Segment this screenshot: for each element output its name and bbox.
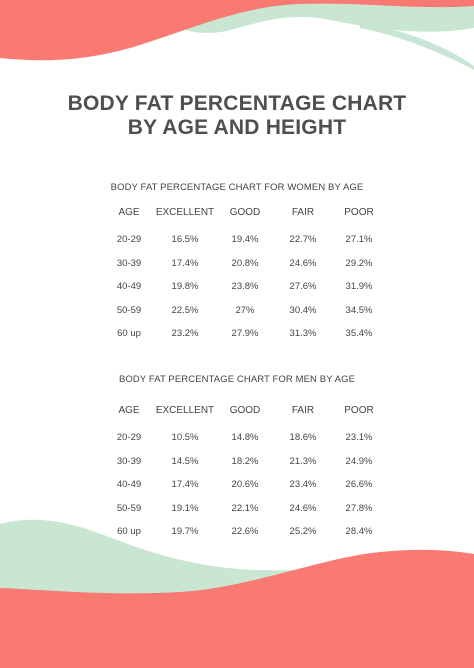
table-cell: 23.4% <box>289 479 317 490</box>
table-cell: 30-39 <box>116 257 142 269</box>
bottom-coral-wave <box>0 549 474 668</box>
column-header: GOOD <box>229 405 261 416</box>
table-cell: 17.4% <box>171 257 199 269</box>
table-cell: 24.9% <box>345 455 373 467</box>
table-cell: 27.1% <box>345 234 373 245</box>
table-cell: 27.6% <box>289 281 317 292</box>
men-section-heading: BODY FAT PERCENTAGE CHART FOR MEN BY AGE <box>118 374 356 385</box>
table-cell: 22.7% <box>289 234 317 245</box>
table-cell: 27.8% <box>345 502 373 514</box>
table-cell: 40-49 <box>116 479 142 490</box>
table-cell: 20-29 <box>116 432 142 443</box>
table-cell: 60 up <box>117 526 141 537</box>
bottom-wave-decoration <box>0 519 474 668</box>
table-row: 50-59 19.1% 22.1% 24.6% 27.8% <box>106 497 384 521</box>
table-cell: 24.6% <box>289 257 317 269</box>
women-section: BODY FAT PERCENTAGE CHART FOR WOMEN BY A… <box>0 181 474 339</box>
table-cell: 40-49 <box>116 281 142 292</box>
table-row: 20-29 10.5% 14.8% 18.6% 23.1% <box>106 426 384 450</box>
table-row: 60 up 19.7% 22.6% 25.2% 28.4% <box>106 520 384 544</box>
table-cell: 24.6% <box>289 502 317 514</box>
table-cell: 26.6% <box>345 479 373 490</box>
top-mint-tail <box>360 22 474 70</box>
table-cell: 10.5% <box>171 432 199 443</box>
table-cell: 23.1% <box>345 432 373 443</box>
table-cell: 19.1% <box>171 502 199 514</box>
top-coral-wave <box>0 0 474 61</box>
table-cell: 34.5% <box>345 304 373 316</box>
table-cell: 19.8% <box>171 281 199 292</box>
column-header: EXCELLENT <box>155 207 215 218</box>
title-line-1: BODY FAT PERCENTAGE CHART <box>67 92 407 115</box>
women-section-heading: BODY FAT PERCENTAGE CHART FOR WOMEN BY A… <box>110 182 364 193</box>
table-cell: 22.1% <box>231 502 259 514</box>
table-cell: 18.6% <box>289 432 317 443</box>
column-header: AGE <box>118 207 140 218</box>
table-cell: 31.9% <box>345 281 373 292</box>
table-cell: 23.8% <box>231 281 259 292</box>
table-row: 30-39 14.5% 18.2% 21.3% 24.9% <box>106 450 384 474</box>
table-cell: 21.3% <box>289 455 317 467</box>
table-cell: 22.5% <box>171 304 199 316</box>
table-cell: 20.8% <box>231 257 259 269</box>
table-row: 40-49 17.4% 20.6% 23.4% 26.6% <box>106 473 384 497</box>
column-header: EXCELLENT <box>155 405 215 416</box>
table-cell: 25.2% <box>289 526 317 537</box>
table-cell: 18.2% <box>231 455 259 467</box>
column-header: FAIR <box>291 405 315 416</box>
table-cell: 20-29 <box>116 234 142 245</box>
table-cell: 30-39 <box>116 455 142 467</box>
top-wave-decoration <box>0 0 474 70</box>
table-cell: 14.5% <box>171 455 199 467</box>
table-row: 20-29 16.5% 19.4% 22.7% 27.1% <box>106 228 384 252</box>
column-header: POOR <box>344 405 374 416</box>
table-cell: 17.4% <box>171 479 199 490</box>
column-header: AGE <box>118 405 140 416</box>
table-row: 40-49 19.8% 23.8% 27.6% 31.9% <box>106 275 384 299</box>
table-cell: 22.6% <box>231 526 259 537</box>
table-cell: 50-59 <box>116 502 142 514</box>
table-row: 30-39 17.4% 20.8% 24.6% 29.2% <box>106 252 384 276</box>
page-title: BODY FAT PERCENTAGE CHART BY AGE AND HEI… <box>0 92 474 140</box>
table-row: 60 up 23.2% 27.9% 31.3% 35.4% <box>106 322 384 346</box>
table-row: 50-59 22.5% 27% 30.4% 34.5% <box>106 299 384 323</box>
table-cell: 19.4% <box>231 234 259 245</box>
table-header-row: AGE EXCELLENT GOOD FAIR POOR <box>106 404 384 426</box>
column-header: POOR <box>344 207 374 218</box>
table-cell: 30.4% <box>289 304 317 316</box>
table-cell: 16.5% <box>171 234 199 245</box>
table-cell: 14.8% <box>231 432 259 443</box>
men-section: BODY FAT PERCENTAGE CHART FOR MEN BY AGE… <box>0 373 474 537</box>
table-cell: 50-59 <box>116 304 142 316</box>
table-cell: 29.2% <box>345 257 373 269</box>
table-cell: 27.9% <box>231 328 259 339</box>
table-cell: 23.2% <box>171 328 199 339</box>
men-table: AGE EXCELLENT GOOD FAIR POOR 20-29 10.5%… <box>106 404 384 544</box>
table-header-row: AGE EXCELLENT GOOD FAIR POOR <box>106 206 384 228</box>
column-header: GOOD <box>229 207 261 218</box>
table-cell: 60 up <box>117 328 141 339</box>
title-line-2: BY AGE AND HEIGHT <box>127 116 347 139</box>
table-cell: 31.3% <box>289 328 317 339</box>
table-cell: 27% <box>235 304 255 316</box>
table-cell: 35.4% <box>345 328 373 339</box>
table-cell: 19.7% <box>171 526 199 537</box>
column-header: FAIR <box>291 207 315 218</box>
women-table: AGE EXCELLENT GOOD FAIR POOR 20-29 16.5%… <box>106 206 384 346</box>
table-cell: 20.6% <box>231 479 259 490</box>
table-cell: 28.4% <box>345 526 373 537</box>
